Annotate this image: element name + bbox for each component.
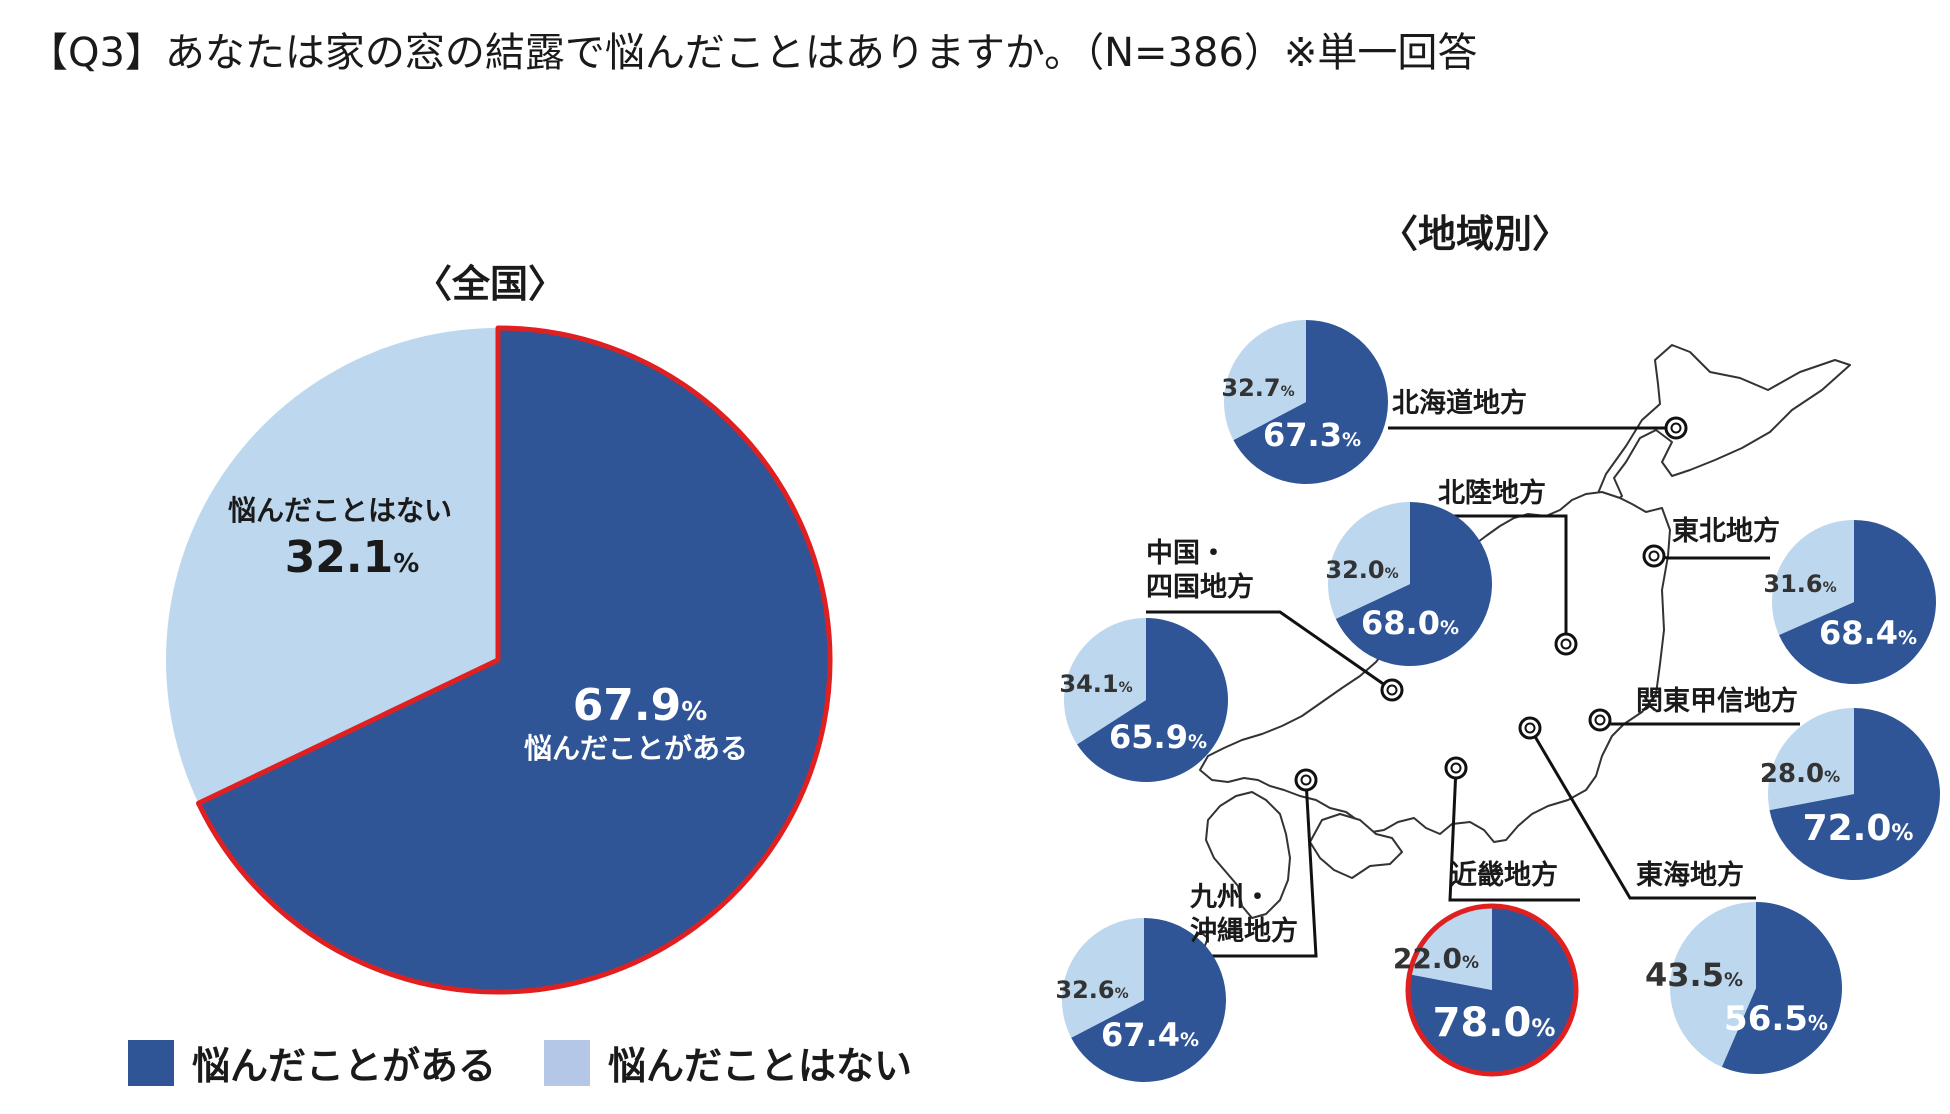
region-7-yes-value: 67.4%	[1101, 1016, 1199, 1054]
region-4-slice-no	[1669, 902, 1756, 1067]
region-4-slice-yes	[1721, 902, 1842, 1074]
region-5-pie	[1405, 903, 1579, 1077]
region-6-map-marker-inner	[1386, 684, 1398, 696]
region-3-name-line-0: 北陸地方	[1438, 477, 1546, 509]
region-5-leader-line	[1448, 767, 1580, 902]
region-5-slice-yes	[1408, 905, 1577, 1074]
region-3-no-value: 32.0%	[1325, 556, 1398, 584]
region-5-no-value: 22.0%	[1393, 942, 1479, 975]
region-0-pie	[1224, 319, 1389, 484]
region-7-slice-yes	[1071, 918, 1226, 1082]
region-7-name-line-0: 九州・	[1190, 882, 1271, 913]
japan-map-outline	[1193, 344, 1851, 949]
national-section-title: 〈全国〉	[413, 262, 567, 306]
region-1-map-marker-inner	[1648, 550, 1660, 562]
region-2-yes-value: 72.0%	[1803, 808, 1914, 849]
region-6-name-line-1: 四国地方	[1146, 571, 1254, 603]
region-0-name-line-0: 北海道地方	[1392, 387, 1527, 419]
region-6-slice-no	[1063, 618, 1146, 745]
region-6-pie	[1063, 618, 1228, 782]
national-slice-yes	[198, 328, 831, 992]
region-2-slice-no	[1767, 708, 1854, 811]
region-7-leader-line	[1188, 779, 1318, 958]
national-pie	[166, 325, 833, 995]
region-0-yes-value: 67.3%	[1263, 416, 1361, 454]
region-2-slice-yes	[1769, 708, 1940, 881]
region-6-leader-line	[1146, 610, 1393, 692]
region-6-yes-value: 65.9%	[1109, 718, 1207, 756]
leader-lines	[1146, 416, 1800, 958]
region-6-name-line-0: 中国・	[1146, 538, 1227, 569]
legend-item-yes: 悩んだことがある	[128, 1035, 496, 1090]
region-1-no-value: 31.6%	[1763, 570, 1836, 598]
region-7-pie	[1061, 918, 1226, 1082]
region-2-no-value: 28.0%	[1760, 759, 1840, 789]
region-0-no-value: 32.7%	[1221, 374, 1294, 402]
region-7-name-line-1: 沖縄地方	[1190, 915, 1298, 947]
region-4-pie	[1669, 902, 1842, 1074]
region-5-slice-no	[1409, 906, 1492, 990]
region-4-name-line-0: 東海地方	[1636, 859, 1744, 891]
region-6-slice-yes	[1077, 618, 1228, 782]
region-5-pie-outline	[1405, 903, 1579, 1077]
region-4-leader-line	[1528, 727, 1756, 900]
region-7-no-value: 32.6%	[1055, 976, 1128, 1004]
region-2-pie	[1767, 708, 1940, 881]
region-0-slice-no	[1224, 319, 1306, 441]
region-6-no-value: 34.1%	[1059, 670, 1132, 698]
chart-title: 【Q3】あなたは家の窓の結露で悩んだことはありますか。（N=386）※単一回答	[28, 30, 1478, 76]
region-7-slice-no	[1061, 918, 1144, 1038]
region-4-map-marker-inner	[1524, 722, 1536, 734]
region-3-leader-line	[1438, 514, 1568, 644]
legend-swatch-yes	[128, 1039, 174, 1086]
region-3-pie	[1327, 502, 1492, 667]
region-2-map-marker-inner	[1594, 714, 1606, 726]
legend-swatch-no	[544, 1039, 590, 1086]
region-4-yes-value: 56.5%	[1724, 999, 1828, 1039]
region-2-name-line-0: 関東甲信地方	[1636, 685, 1798, 717]
region-3-yes-value: 68.0%	[1361, 604, 1459, 642]
regional-section-title: 〈地域別〉	[1379, 212, 1571, 256]
region-1-slice-yes	[1778, 520, 1936, 684]
region-3-slice-no	[1327, 502, 1410, 619]
region-7-map-marker-inner	[1300, 774, 1312, 786]
region-1-name-line-0: 東北地方	[1672, 515, 1780, 547]
region-1-pie	[1771, 520, 1936, 684]
legend-label-no: 悩んだことはない	[608, 1044, 913, 1088]
map-landmass-0	[1595, 344, 1851, 509]
pies	[166, 319, 1940, 1082]
national-yes-value: 67.9%	[573, 680, 708, 731]
region-5-name-line-0: 近畿地方	[1450, 859, 1558, 891]
legend-item-no: 悩んだことはない	[544, 1035, 912, 1090]
national-slice-yes-outline	[195, 325, 833, 995]
labels: 67.9%悩んだことがある 悩んだことはない 32.1% 67.3% 32.7% 北海道地…	[228, 374, 1917, 1054]
legend-label-yes: 悩んだことがある	[192, 1044, 497, 1088]
region-5-yes-value: 78.0%	[1433, 1000, 1556, 1046]
national-yes-label: 悩んだことがある	[524, 732, 748, 765]
region-5-map-marker-inner	[1450, 762, 1462, 774]
region-1-leader-line	[1653, 554, 1770, 560]
region-1-yes-value: 68.4%	[1819, 614, 1917, 652]
map-landmass-2	[1309, 813, 1403, 879]
region-3-map-marker-inner	[1560, 638, 1572, 650]
region-0-slice-yes	[1233, 320, 1389, 484]
region-3-slice-yes	[1335, 502, 1492, 667]
national-slice-no	[166, 327, 498, 804]
national-no-label: 悩んだことはない	[228, 494, 452, 527]
map-landmass-3	[1205, 791, 1291, 919]
region-1-slice-no	[1771, 520, 1854, 636]
region-4-no-value: 43.5%	[1645, 956, 1743, 994]
national-no-value: 32.1%	[285, 532, 420, 583]
region-0-map-marker-inner	[1670, 422, 1682, 434]
